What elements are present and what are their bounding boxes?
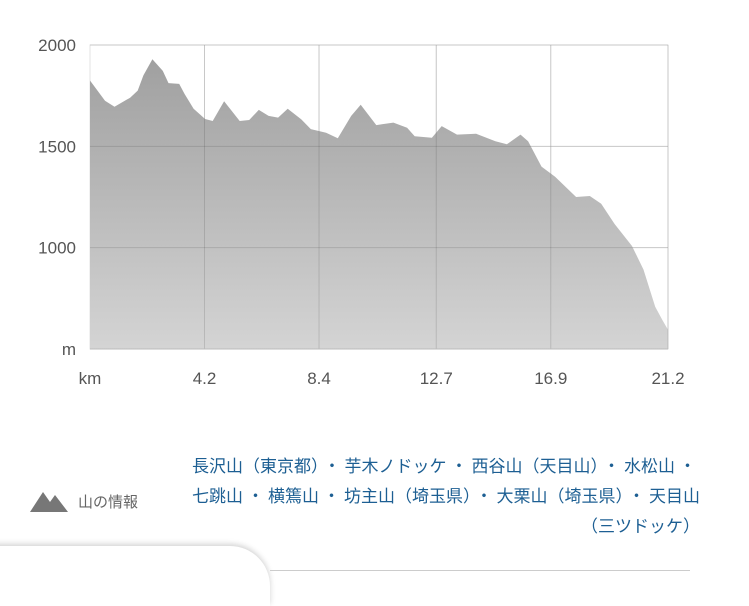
mountain-info-title: 山の情報 [78, 492, 139, 511]
peak-separator: ・ [450, 457, 468, 477]
x-tick-label: 12.7 [420, 369, 453, 388]
y-tick-label: 2000 [38, 36, 76, 55]
x-axis-unit: km [79, 369, 102, 388]
peak-link[interactable]: 水松山 [624, 457, 675, 477]
peak-separator: ・ [603, 457, 620, 477]
peak-list: 長沢山（東京都）・芋木ノドッケ・西谷山（天目山）・水松山 ・七跳山・横篶山・坊主山… [190, 452, 700, 542]
peak-separator: ・ [247, 487, 264, 507]
peak-separator: ・ [679, 457, 696, 477]
bottom-card [0, 546, 270, 606]
x-tick-label: 4.2 [193, 369, 217, 388]
x-tick-label: 21.2 [651, 369, 684, 388]
y-tick-label: 1000 [38, 239, 76, 258]
peak-link[interactable]: 天目山（三ツドッケ） [581, 487, 700, 537]
peak-separator: ・ [628, 487, 645, 507]
divider [270, 570, 690, 571]
x-tick-label: 8.4 [307, 369, 331, 388]
peak-link[interactable]: 芋木ノドッケ [344, 457, 447, 477]
mountain-icon [30, 492, 68, 512]
x-tick-label: 16.9 [534, 369, 567, 388]
peak-link[interactable]: 大栗山（埼玉県） [496, 487, 625, 507]
mountain-info-label: 山の情報 [30, 490, 138, 512]
peak-separator: ・ [323, 457, 341, 477]
y-axis-unit: m [62, 340, 76, 359]
y-tick-label: 1500 [38, 137, 76, 156]
elevation-area [90, 59, 668, 349]
peak-link[interactable]: 坊主山（埼玉県） [344, 487, 472, 507]
peak-separator: ・ [475, 487, 493, 507]
peak-link[interactable]: 西谷山（天目山） [471, 457, 600, 477]
peak-link[interactable]: 横篶山 [268, 487, 319, 507]
elevation-chart: 2000 1500 1000 4.2 8.4 12.7 16.9 21.2 mkm [38, 36, 684, 388]
peak-link[interactable]: 長沢山（東京都） [192, 457, 320, 477]
peak-link[interactable]: 七跳山 [192, 487, 243, 507]
peak-separator: ・ [323, 487, 340, 507]
